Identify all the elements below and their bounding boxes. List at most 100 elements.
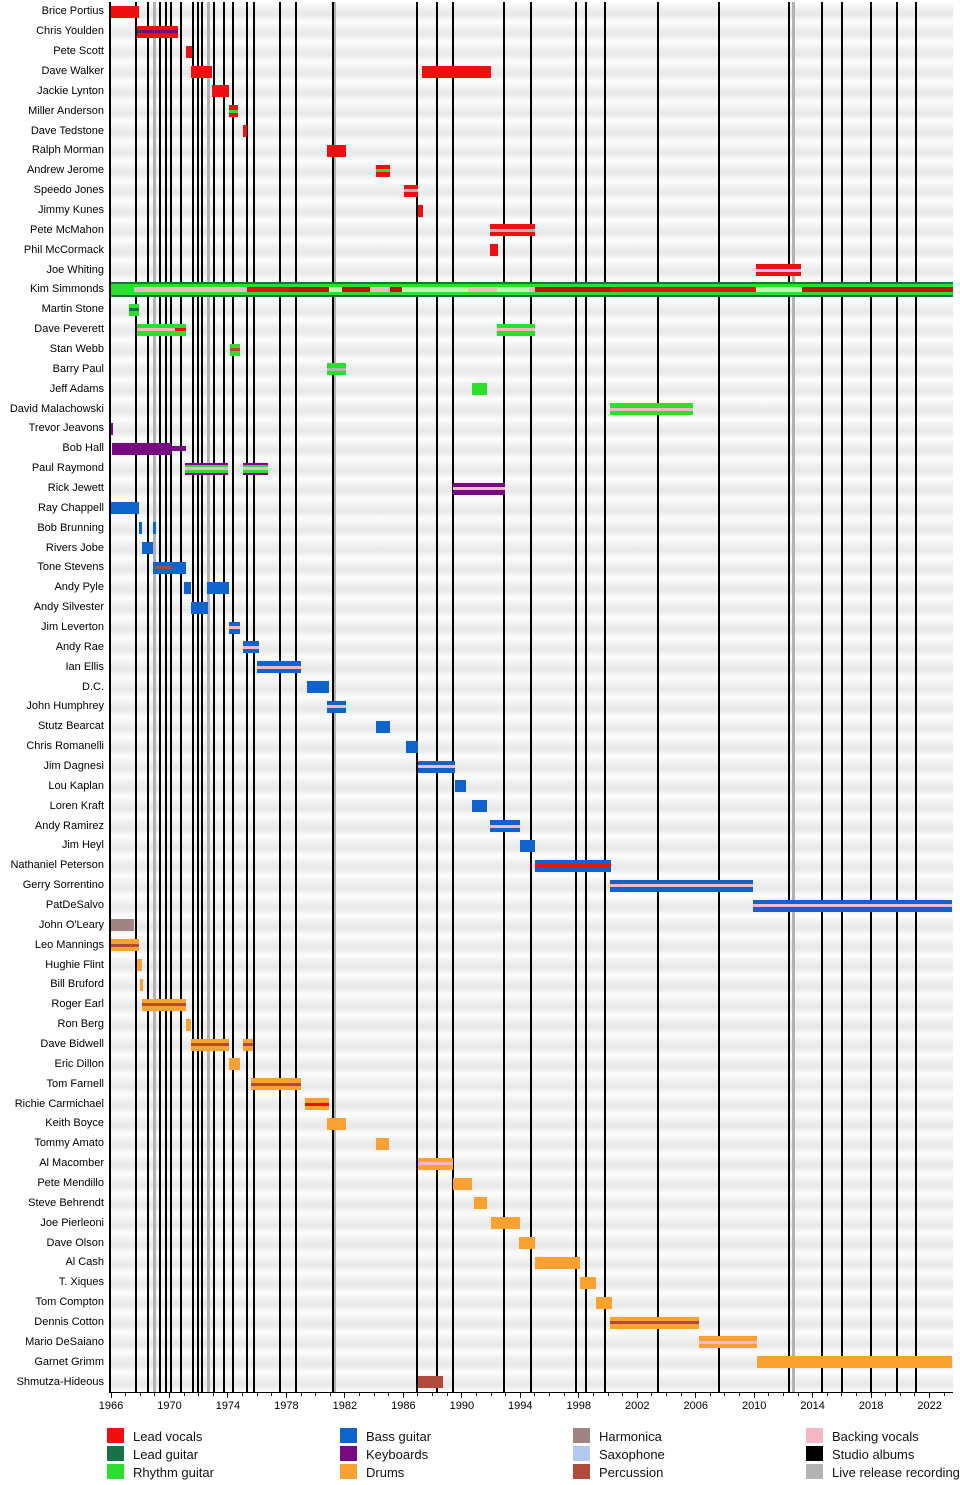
tenure-bar (489, 820, 521, 833)
instrument-stripe (401, 287, 468, 293)
tenure-bar (534, 1256, 581, 1269)
axis-tick (709, 1392, 711, 1396)
member-name-label: Dave Peverett (34, 323, 104, 336)
tenure-bar (257, 661, 302, 674)
tenure-bar (111, 939, 139, 952)
studio-album-line (201, 2, 204, 1392)
studio-album-line (332, 2, 335, 1392)
axis-tick (607, 1392, 609, 1396)
studio-album-line (821, 2, 824, 1392)
instrument-stripe (610, 407, 693, 411)
legend-swatch-rhythm-guitar (107, 1464, 124, 1479)
axis-tick (110, 1392, 112, 1398)
instrument-stripe (129, 308, 139, 312)
axis-tick (198, 1392, 200, 1396)
axis-tick (665, 1392, 667, 1396)
member-name-label: PatDeSalvo (45, 899, 104, 911)
axis-year-label: 1986 (391, 1400, 416, 1412)
tenure-bar (137, 323, 186, 336)
member-name-label: Jimmy Kunes (37, 204, 104, 216)
tenure-bar (141, 998, 186, 1011)
member-name-label: Tommy Amato (34, 1137, 104, 1150)
tenure-bar (489, 244, 499, 257)
member-name-label: Bob Brunning (37, 521, 104, 534)
axis-year-label: 1978 (274, 1400, 299, 1412)
legend-label: Live release recordings (832, 1465, 960, 1480)
instrument-stripe (496, 287, 530, 293)
member-name-label: Joe Pierleoni (40, 1216, 104, 1229)
tenure-bar (698, 1336, 758, 1349)
axis-tick (417, 1392, 419, 1396)
tenure-bar (404, 184, 418, 197)
member-name-label: Stan Webb (49, 343, 104, 355)
tenure-bar (191, 65, 212, 78)
instrument-stripe (534, 864, 611, 868)
member-name-label: Paul Raymond (31, 462, 104, 475)
studio-album-line (134, 2, 137, 1392)
instrument-stripe (610, 287, 756, 293)
instrument-stripe (257, 665, 302, 669)
tenure-bar (610, 879, 753, 892)
legend-swatch-drums (340, 1464, 357, 1479)
tenure-bar (455, 780, 467, 793)
instrument-stripe (328, 287, 342, 293)
axis-tick (592, 1392, 594, 1396)
member-name-label: Nathaniel Peterson (10, 859, 104, 872)
legend-label: Lead guitar (133, 1447, 199, 1462)
member-name-label: Ralph Morman (31, 144, 104, 157)
member-name-label: Dennis Cotton (34, 1316, 104, 1328)
member-name-label: Richie Carmichael (14, 1097, 104, 1110)
studio-album-line (452, 2, 455, 1392)
member-name-label: Miller Anderson (28, 104, 104, 117)
tenure-bar (242, 462, 269, 475)
axis-tick (475, 1392, 477, 1396)
tenure-bar (417, 1376, 443, 1389)
studio-album-line (574, 2, 577, 1392)
tenure-bar (111, 919, 135, 932)
member-name-label: Speedo Jones (33, 184, 104, 197)
studio-album-line (278, 2, 281, 1392)
member-name-label: Barry Paul (52, 362, 104, 375)
studio-album-line (169, 2, 172, 1392)
tenure-bar (472, 383, 487, 396)
studio-album-line (503, 2, 506, 1392)
axis-tick (315, 1392, 317, 1396)
axis-tick (490, 1392, 492, 1396)
axis-year-label: 1994 (508, 1400, 533, 1412)
axis-tick (753, 1392, 755, 1398)
axis-year-label: 2014 (800, 1400, 825, 1412)
instrument-stripe (610, 884, 753, 888)
member-name-label: Shmutza-Hideous (16, 1375, 104, 1388)
axis-year-label: 1982 (332, 1400, 358, 1412)
tenure-bar (580, 1276, 597, 1289)
axis-tick (636, 1392, 638, 1398)
axis-tick (914, 1392, 916, 1396)
tenure-bar (112, 442, 171, 455)
member-name-label: Bill Bruford (50, 978, 104, 991)
legend-label: Drums (366, 1465, 405, 1480)
axis-tick (856, 1392, 858, 1396)
axis-tick (899, 1392, 901, 1396)
tenure-bar (327, 144, 347, 157)
axis-tick (359, 1392, 360, 1396)
member-name-label: Dave Bidwell (40, 1038, 104, 1050)
member-name-label: Tone Stevens (37, 561, 104, 574)
tenure-bar (453, 1177, 473, 1190)
axis-tick (519, 1392, 521, 1398)
member-name-label: Brice Portius (41, 5, 104, 18)
axis-tick (549, 1392, 551, 1396)
axis-year-label: 2002 (625, 1400, 650, 1412)
instrument-stripe (111, 943, 139, 947)
legend-label: Percussion (599, 1465, 664, 1480)
member-name-label: Steve Behrendt (28, 1196, 104, 1209)
tenure-bar (473, 1197, 487, 1210)
tenure-bar (185, 1018, 192, 1031)
studio-album-line (180, 2, 183, 1392)
tenure-bar (141, 542, 154, 555)
instrument-stripe (184, 467, 228, 471)
instrument-stripe (230, 348, 240, 351)
member-name-label: Ian Ellis (65, 660, 104, 673)
member-name-label: Pete Mendillo (37, 1177, 104, 1189)
legend-swatch-harmonica (573, 1428, 590, 1443)
member-name-label: Phil McCormack (23, 243, 104, 256)
